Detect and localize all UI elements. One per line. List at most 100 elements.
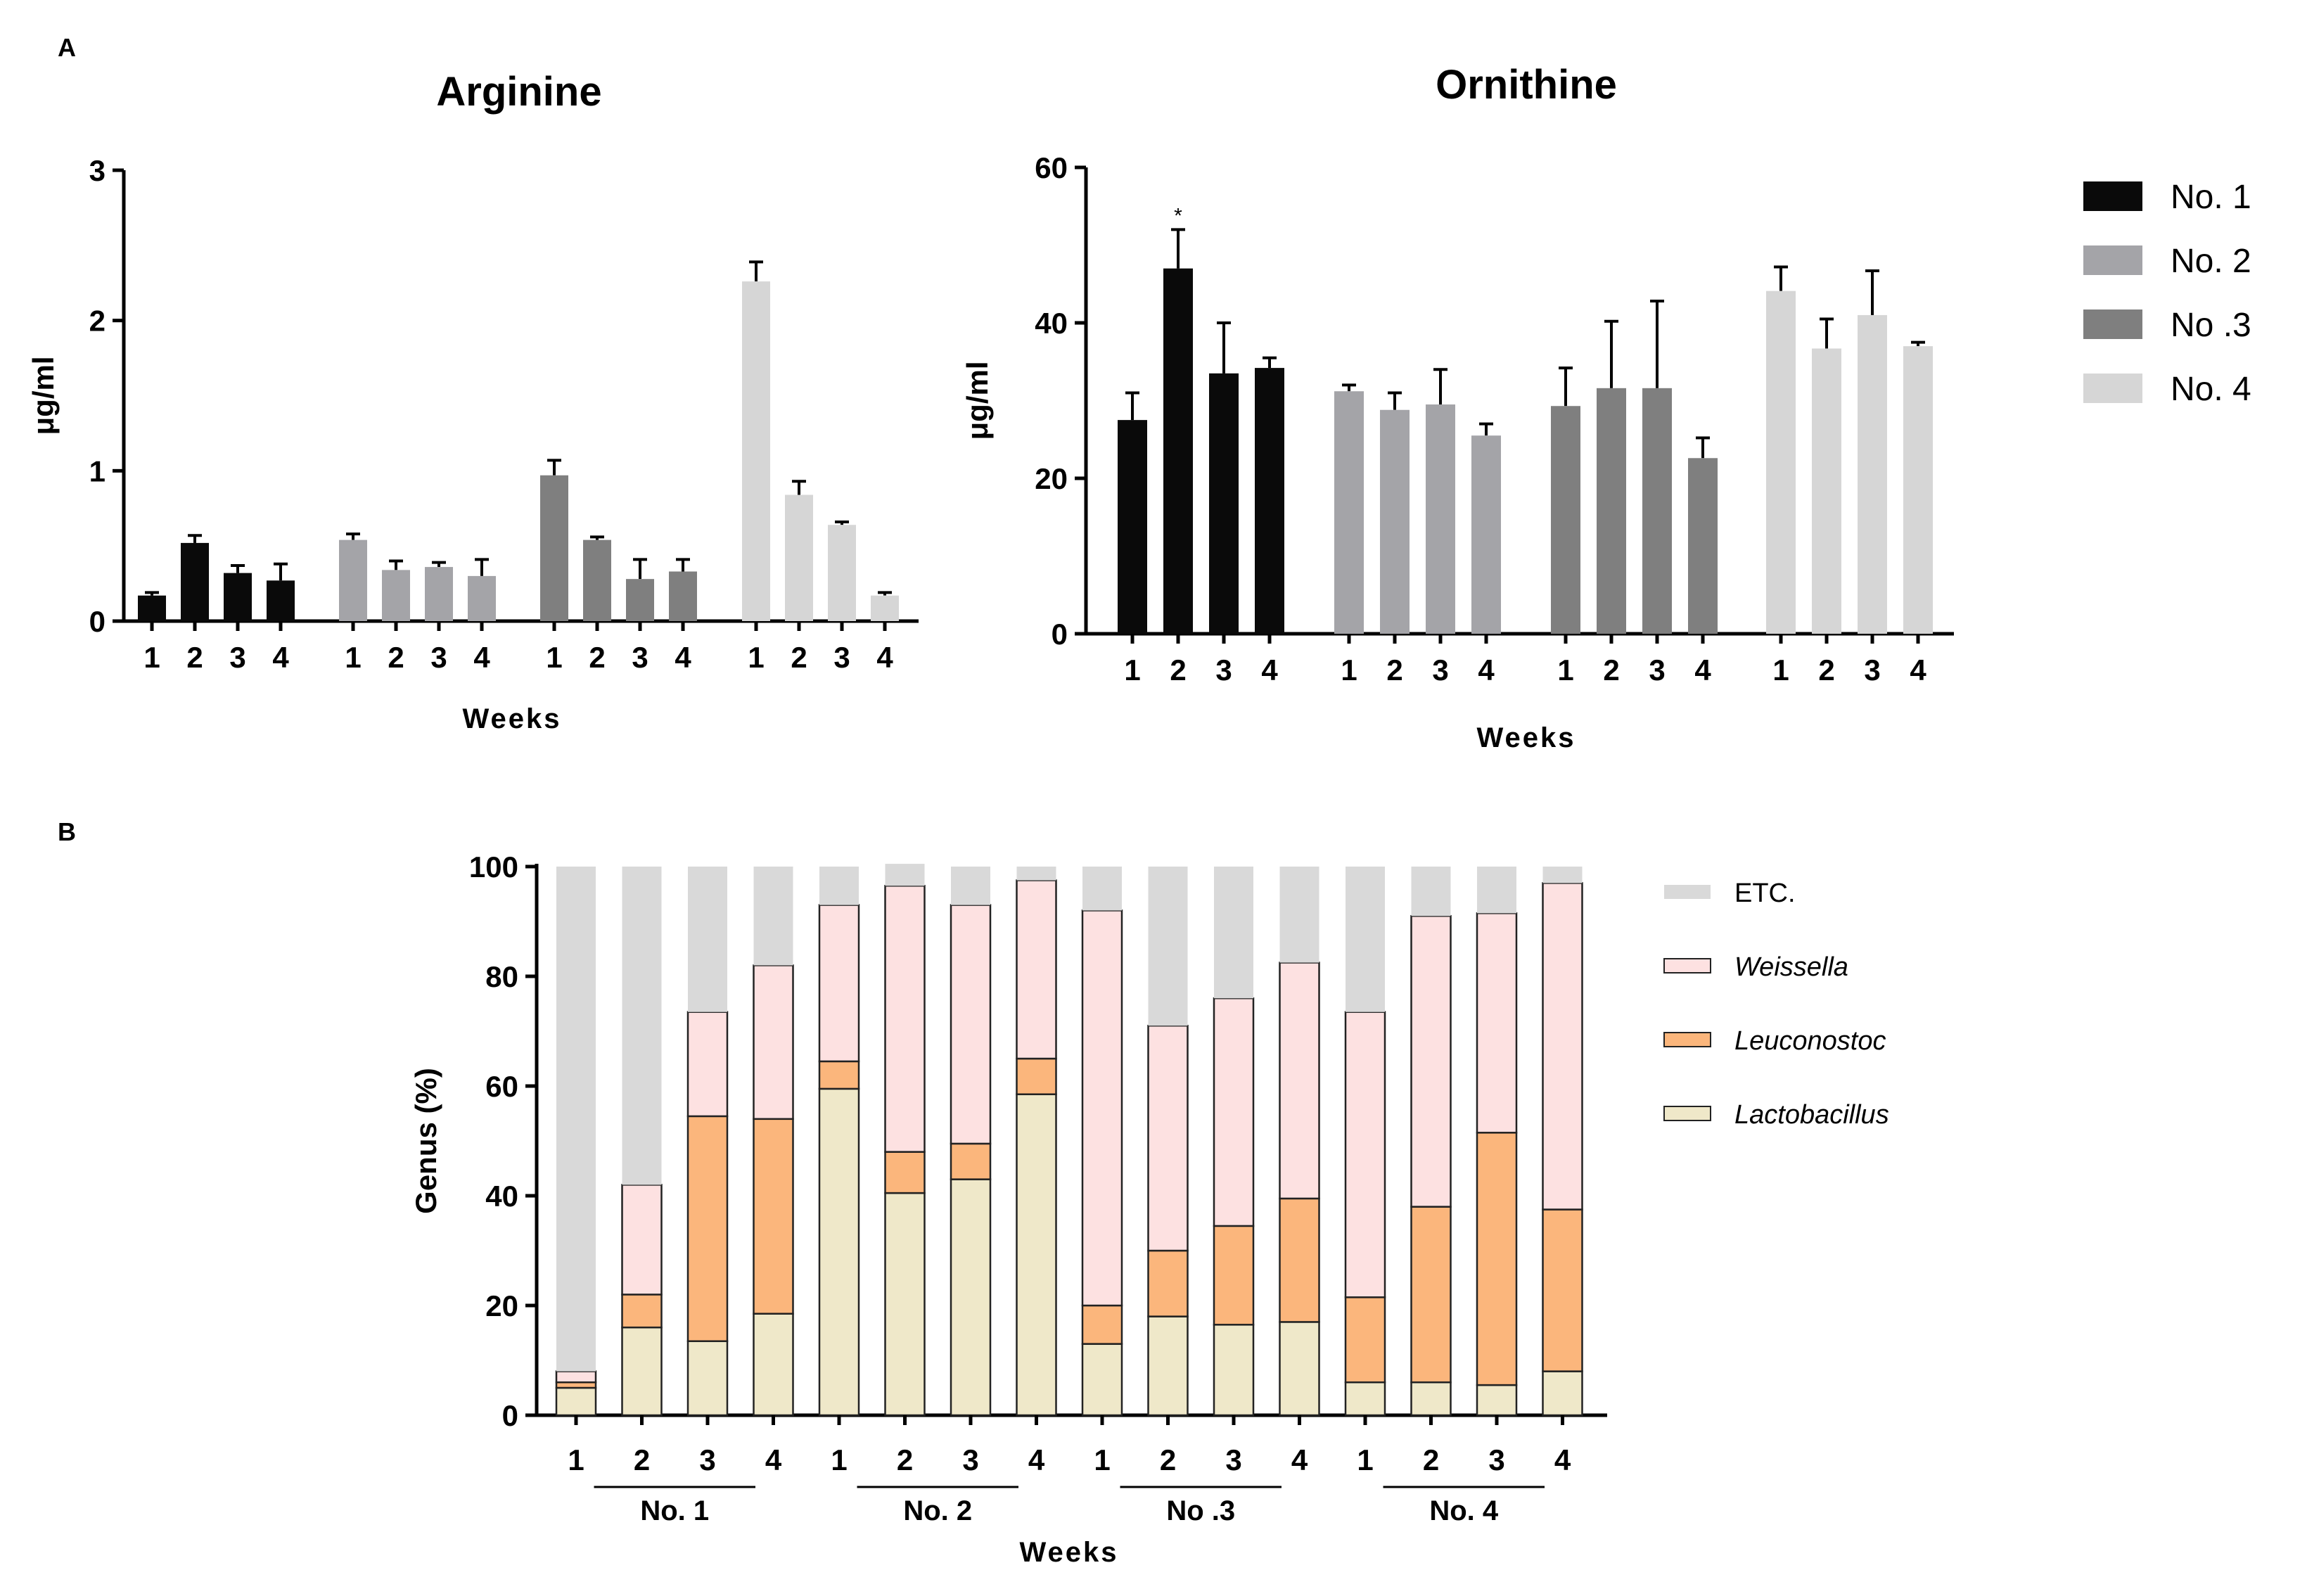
genus-x-tick-label: 4: [1554, 1443, 1571, 1476]
arginine-y-tick-label: 3: [89, 154, 106, 187]
genus-segment-etc: [1477, 867, 1516, 914]
arginine-y-tick-label: 1: [89, 454, 106, 487]
ornithine-x-tick-label: 1: [1557, 653, 1573, 687]
genus-segment-lactobacillus: [1147, 1315, 1189, 1417]
genus-segment-weissella: [1279, 962, 1320, 1200]
genus-segment-weissella: [1476, 912, 1518, 1134]
genus-y-tick-label: 100: [469, 850, 518, 883]
genus-segment-weissella: [686, 1011, 729, 1118]
genus-segment-weissella: [1542, 882, 1583, 1211]
arginine-bar: [742, 281, 770, 621]
ornithine-bar: [1812, 348, 1841, 634]
ornithine-x-tick-label: 1: [1772, 653, 1789, 687]
genus-x-tick-label: 4: [1028, 1443, 1045, 1476]
legend-swatch: [2083, 181, 2142, 211]
genus-x-tick-label: 1: [568, 1443, 584, 1476]
ornithine-significance-mark: *: [1174, 204, 1182, 227]
genus-segment-weissella: [1147, 1024, 1189, 1252]
arginine-x-tick-label: 4: [876, 641, 893, 674]
ornithine-x-tick-label: 1: [1341, 653, 1357, 687]
arginine-x-tick-label: 3: [632, 641, 648, 674]
arginine-x-tick-label: 3: [833, 641, 850, 674]
genus-y-tick-label: 40: [485, 1180, 518, 1213]
genus-segment-lactobacillus: [1016, 1093, 1057, 1417]
genus-segment-etc: [1346, 867, 1385, 1012]
genus-segment-leuconostoc: [1213, 1225, 1255, 1326]
legend-label: No. 4: [2171, 371, 2251, 408]
genus-segment-weissella: [818, 904, 860, 1063]
ornithine-x-axis-title: Weeks: [1476, 722, 1576, 753]
ornithine-bar: [1688, 458, 1718, 634]
ornithine-y-tick-label: 0: [1052, 618, 1068, 651]
legend-genus-swatch: [1663, 958, 1711, 973]
genus-segment-weissella: [621, 1184, 663, 1296]
genus-segment-lactobacillus: [753, 1313, 794, 1417]
ornithine-bar: [1642, 388, 1672, 634]
genus-segment-etc: [1542, 867, 1583, 883]
ornithine-bar: [1471, 435, 1501, 634]
ornithine-bar: [1334, 391, 1364, 634]
arginine-x-tick-label: 4: [473, 641, 490, 674]
genus-segment-lactobacillus: [1081, 1343, 1123, 1417]
ornithine-bar: [1255, 368, 1284, 634]
arginine-y-tick-label: 2: [89, 305, 106, 338]
arginine-bar: [468, 575, 496, 621]
arginine-x-tick-label: 1: [143, 641, 160, 674]
genus-segment-etc: [1411, 867, 1451, 917]
arginine-bar: [267, 580, 295, 621]
genus-segment-leuconostoc: [1279, 1197, 1320, 1323]
genus-segment-leuconostoc: [1542, 1208, 1583, 1372]
legend-genus-swatch: [1664, 885, 1711, 899]
genus-segment-leuconostoc: [1147, 1249, 1189, 1317]
genus-x-tick-label: 2: [897, 1443, 913, 1476]
genus-segment-weissella: [1016, 879, 1057, 1060]
genus-y-tick-label: 60: [485, 1070, 518, 1103]
genus-segment-etc: [753, 867, 793, 966]
ornithine-y-tick-label: 20: [1035, 462, 1068, 495]
ornithine-x-tick-label: 3: [1215, 653, 1232, 687]
legend-genus-label: Leuconostoc: [1734, 1026, 1886, 1056]
arginine-x-tick-label: 2: [186, 641, 203, 674]
genus-segment-lactobacillus: [1279, 1321, 1320, 1417]
genus-segment-leuconostoc: [753, 1118, 794, 1315]
ornithine-bar: [1209, 373, 1239, 634]
legend-genus-label: ETC.: [1734, 879, 1796, 908]
genus-chart: 0 20 40 60 80 100 Genus (%) 1 2 3 4 1 2 3 4 1 2 3 4 1 2 3 4 No.…: [409, 850, 1607, 1568]
legend-genus: ETC. Weissella Leuconostoc Lactobacillus: [1663, 879, 1889, 1130]
genus-y-tick-label: 20: [485, 1289, 518, 1322]
genus-x-axis-title: Weeks: [1019, 1537, 1118, 1568]
ornithine-x-tick-label: 4: [1694, 653, 1711, 687]
ornithine-x-tick-label: 4: [1910, 653, 1926, 687]
genus-group-label: No. 1: [640, 1495, 709, 1526]
genus-x-tick-label: 2: [1423, 1443, 1439, 1476]
arginine-bar: [785, 494, 813, 621]
arginine-bar: [540, 475, 568, 621]
ornithine-bar: [1551, 406, 1580, 634]
arginine-x-tick-label: 3: [229, 641, 245, 674]
genus-x-tick-label: 4: [1291, 1443, 1308, 1476]
genus-segment-leuconostoc: [1476, 1132, 1518, 1386]
arginine-x-axis-title: Weeks: [462, 703, 561, 734]
genus-segment-lactobacillus: [1410, 1381, 1452, 1417]
legend-swatch: [2083, 245, 2142, 275]
genus-segment-lactobacillus: [950, 1178, 992, 1417]
ornithine-bar: [1597, 388, 1626, 634]
legend-genus-label: Weissella: [1734, 952, 1848, 982]
genus-segment-lactobacillus: [1476, 1384, 1518, 1417]
arginine-bar: [871, 595, 899, 621]
genus-segment-weissella: [1213, 997, 1255, 1227]
genus-group-label: No. 4: [1429, 1495, 1499, 1526]
genus-segment-lactobacillus: [1213, 1324, 1255, 1417]
genus-segment-lactobacillus: [818, 1087, 860, 1417]
genus-segment-etc: [1082, 867, 1122, 911]
genus-segment-lactobacillus: [884, 1192, 926, 1417]
genus-segment-leuconostoc: [1410, 1206, 1452, 1384]
arginine-bar: [626, 579, 654, 621]
genus-x-tick-label: 1: [1357, 1443, 1373, 1476]
legend-genus-swatch: [1663, 1106, 1711, 1121]
genus-segment-etc: [951, 867, 990, 905]
legend-label: No. 2: [2171, 243, 2251, 280]
ornithine-x-tick-label: 4: [1261, 653, 1278, 687]
genus-segment-etc: [556, 867, 596, 1372]
